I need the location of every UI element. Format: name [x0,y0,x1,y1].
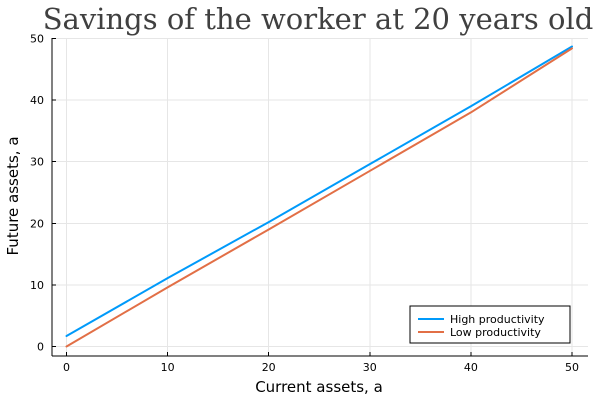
legend-box [409,305,571,344]
y-axis-label: Future assets, a [4,136,22,255]
x-tick-label: 30 [363,361,377,374]
y-tick-label: 50 [30,33,44,46]
legend-label: Low productivity [450,326,541,339]
plot-grid [52,38,588,356]
x-tick-label: 50 [565,361,579,374]
series-line-high-productivity [65,45,573,338]
x-tick-label: 0 [63,361,70,374]
y-tick-label: 0 [37,341,44,354]
series-group [65,45,573,348]
x-axis-label: Current assets, a [255,378,383,396]
x-tick-label: 10 [161,361,175,374]
x-tick-label: 20 [262,361,276,374]
x-ticks: 0 10 20 30 40 50 [63,352,579,374]
y-tick-label: 30 [30,156,44,169]
series-line-low-productivity [65,47,573,348]
chart-title: Savings of the worker at 20 years old [43,2,594,36]
y-tick-label: 10 [30,279,44,292]
plot-axes [51,38,588,357]
legend-label: High productivity [450,313,545,326]
y-tick-label: 20 [30,217,44,230]
y-ticks: 0 10 20 30 40 50 [30,33,56,354]
x-tick-label: 40 [464,361,478,374]
y-tick-label: 40 [30,94,44,107]
